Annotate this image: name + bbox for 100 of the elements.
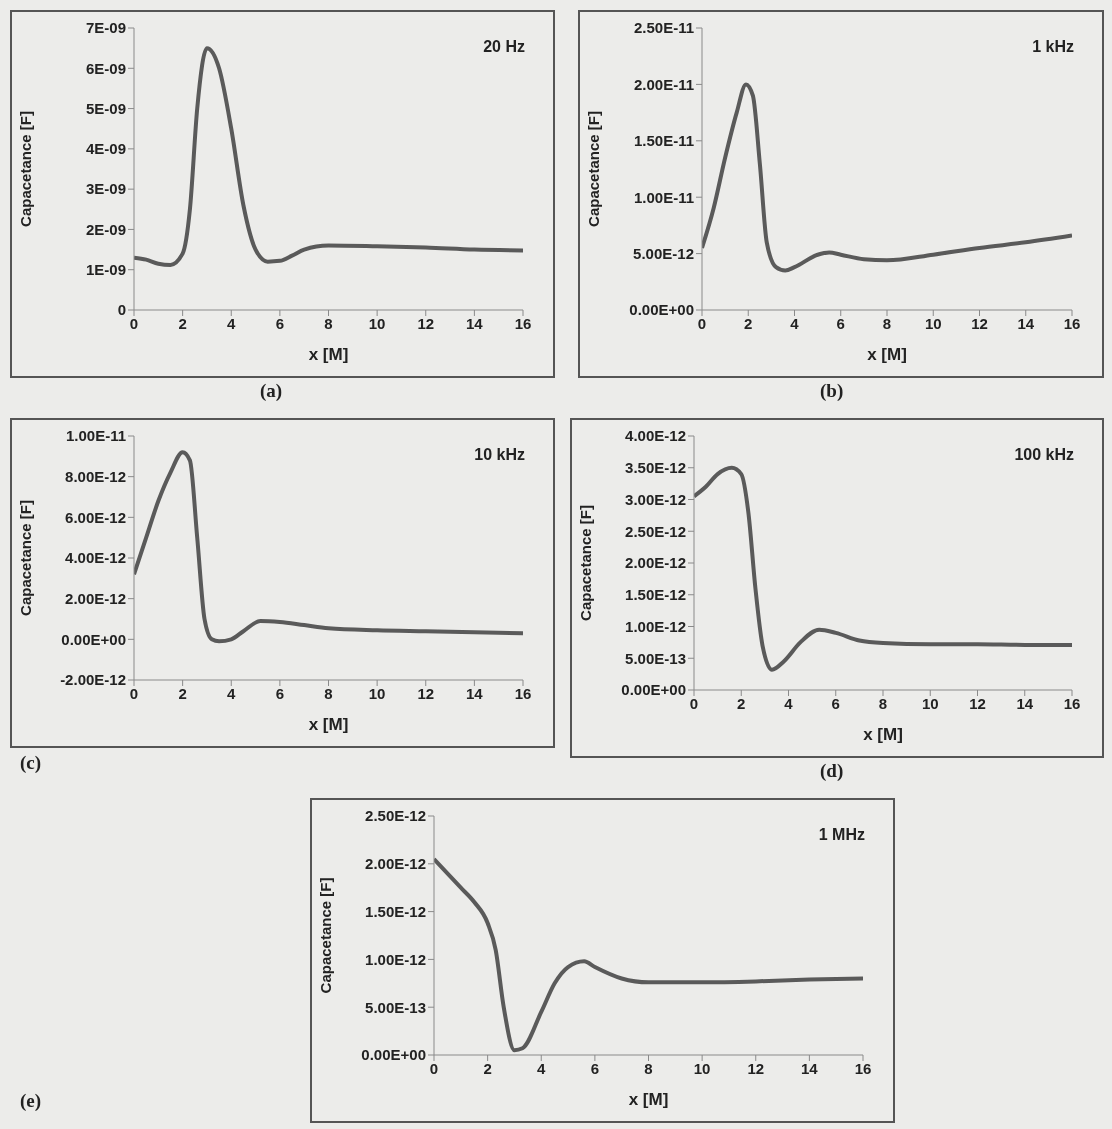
y-tick-label: 2.50E-11 [633,19,694,37]
y-tick-label: 0.00E+00 [621,681,686,699]
y-tick-label: 1.00E-11 [633,188,694,206]
x-tick-label: 14 [466,684,484,702]
x-tick-label: 4 [784,694,794,712]
text: (d) [820,760,844,782]
x-tick-label: 0 [429,1059,439,1077]
y-tick-label: 0.00E+00 [361,1046,426,1064]
y-tick-label: 3.00E-12 [625,490,686,508]
text: 100 kHz [1014,446,1074,464]
x-tick-label: 0 [697,314,707,332]
y-tick-label: 4E-09 [85,140,126,158]
x-tick-label: 8 [882,314,892,332]
x-axis-title: x [M] [863,725,903,744]
x-tick-label: 14 [801,1059,819,1077]
x-tick-label: 10 [924,314,942,332]
y-tick-label: 5.00E-13 [365,998,426,1016]
y-tick-label: 1.50E-12 [365,902,426,920]
y-tick-label: -2.00E-12 [60,671,126,689]
y-tick-label: 1.50E-11 [633,132,694,150]
y-tick-label: 1.50E-12 [625,586,686,604]
y-tick-label: 8.00E-12 [65,467,126,485]
x-tick-label: 14 [1016,694,1034,712]
x-tick-label: 16 [854,1059,872,1077]
text: (a) [260,380,283,402]
x-tick-label: 4 [227,314,237,332]
text: 20 Hz [483,38,525,56]
x-axis-title: x [M] [308,715,349,734]
x-tick-label: 12 [747,1059,765,1077]
y-tick-label: 2.50E-12 [365,807,426,825]
text: (b) [820,380,844,402]
y-tick-label: 3.50E-12 [625,459,686,477]
y-tick-label: 3E-09 [85,180,126,198]
x-tick-label: 16 [514,314,532,332]
x-tick-label: 16 [1063,314,1081,332]
x-tick-label: 2 [178,314,187,332]
y-tick-label: 5.00E-13 [625,649,686,667]
y-axis-title: Capacetance [F] [577,505,595,621]
x-tick-label: 6 [275,314,285,332]
x-tick-label: 0 [129,314,139,332]
x-tick-label: 8 [324,684,333,702]
line-series [134,450,523,644]
x-tick-label: 2 [744,314,753,332]
x-tick-label: 12 [971,314,988,332]
x-tick-label: 8 [878,694,888,712]
x-tick-label: 10 [368,684,386,702]
x-tick-label: 10 [368,314,386,332]
x-tick-label: 4 [537,1059,547,1077]
y-tick-label: 1.00E-12 [365,950,426,968]
text: (c) [20,752,42,774]
x-tick-label: 8 [324,314,333,332]
text: 1 kHz [1032,38,1074,56]
x-tick-label: 16 [514,684,532,702]
text: (e) [20,1090,42,1112]
y-tick-label: 2.00E-12 [625,554,686,572]
x-tick-label: 4 [227,684,237,702]
y-tick-label: 5E-09 [85,99,126,117]
y-tick-label: 2.00E-11 [633,75,694,93]
y-tick-label: 2E-09 [85,220,126,238]
y-tick-label: 1.00E-12 [625,617,686,635]
y-tick-label: 6.00E-12 [65,508,126,526]
x-tick-label: 6 [590,1059,600,1077]
y-tick-label: 2.50E-12 [625,522,686,540]
x-tick-label: 6 [836,314,845,332]
x-tick-label: 0 [129,684,139,702]
y-tick-label: 5.00E-12 [633,244,694,262]
y-tick-label: 2.00E-12 [65,589,126,607]
y-tick-label: 6E-09 [85,59,126,77]
y-tick-label: 0 [117,301,126,319]
text: 10 kHz [474,446,525,464]
y-tick-label: 7E-09 [85,19,126,37]
x-tick-label: 2 [483,1059,492,1077]
x-axis-title: x [M] [628,1090,669,1109]
x-tick-label: 4 [790,314,800,332]
y-axis-title: Capacetance [F] [317,877,335,994]
y-axis-title: Capacetance [F] [17,111,35,227]
x-tick-label: 2 [737,694,746,712]
y-tick-label: 4.00E-12 [65,549,126,567]
x-tick-label: 16 [1063,694,1081,712]
x-tick-label: 12 [417,684,435,702]
y-tick-label: 1E-09 [85,261,126,279]
y-tick-label: 1.00E-11 [65,427,126,445]
x-axis-title: x [M] [867,345,907,364]
x-tick-label: 14 [1017,314,1035,332]
x-tick-label: 6 [275,684,285,702]
x-tick-label: 6 [831,694,840,712]
x-tick-label: 14 [466,314,484,332]
x-tick-label: 2 [178,684,187,702]
x-tick-label: 10 [693,1059,711,1077]
y-axis-title: Capacetance [F] [585,111,603,227]
y-tick-label: 0.00E+00 [629,301,694,319]
x-tick-label: 8 [644,1059,653,1077]
x-tick-label: 12 [417,314,435,332]
y-tick-label: 0.00E+00 [61,630,126,648]
y-tick-label: 2.00E-12 [365,855,426,873]
x-axis-title: x [M] [308,345,349,364]
x-tick-label: 10 [921,694,939,712]
y-tick-label: 4.00E-12 [625,427,686,445]
line-series [702,82,1072,273]
y-axis-title: Capacetance [F] [17,500,35,616]
